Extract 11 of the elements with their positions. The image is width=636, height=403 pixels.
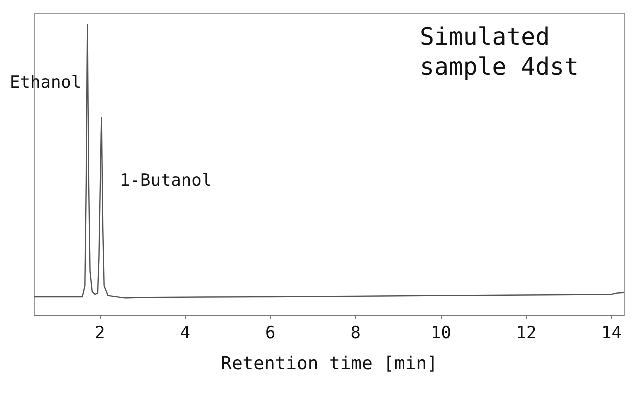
x-tick-label: 12 <box>516 324 537 344</box>
x-tick-label: 2 <box>95 324 106 344</box>
x-tick-label: 10 <box>430 324 452 344</box>
text: Simulated sample 4dst <box>420 22 580 82</box>
x-tick-label: 6 <box>266 324 276 344</box>
x-tick-label: 8 <box>350 324 362 344</box>
annotation: 1-Butanol <box>120 171 212 191</box>
x-tick-label: 4 <box>180 324 191 344</box>
x-tick-label: 14 <box>601 324 622 344</box>
annotation: Ethanol <box>10 73 82 93</box>
x-axis-title: Retention time [min] <box>221 354 438 374</box>
